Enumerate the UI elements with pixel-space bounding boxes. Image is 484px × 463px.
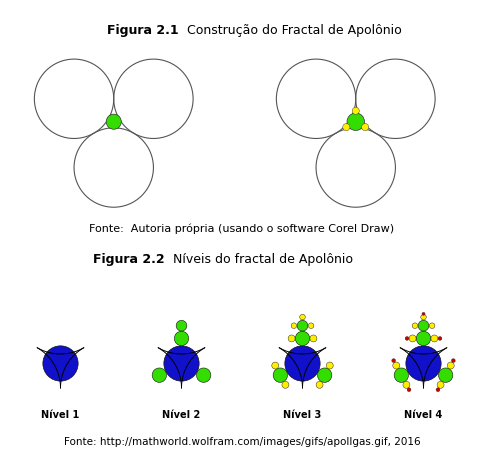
Circle shape bbox=[422, 313, 425, 315]
Circle shape bbox=[297, 320, 308, 331]
Text: Nível 4: Nível 4 bbox=[404, 410, 443, 420]
Circle shape bbox=[326, 362, 333, 369]
Circle shape bbox=[291, 323, 297, 328]
Circle shape bbox=[392, 359, 395, 363]
Text: Nível 3: Nível 3 bbox=[283, 410, 322, 420]
Circle shape bbox=[310, 335, 317, 342]
Text: Fonte:  Autoria própria (usando o software Corel Draw): Fonte: Autoria própria (usando o softwar… bbox=[90, 224, 394, 234]
Text: Nível 2: Nível 2 bbox=[162, 410, 201, 420]
Circle shape bbox=[403, 382, 410, 388]
Circle shape bbox=[282, 382, 289, 388]
Circle shape bbox=[437, 382, 444, 388]
Circle shape bbox=[318, 368, 332, 382]
Text: Figura 2.2: Figura 2.2 bbox=[93, 253, 165, 266]
Circle shape bbox=[272, 362, 279, 369]
Circle shape bbox=[288, 335, 295, 342]
Circle shape bbox=[393, 362, 400, 369]
Circle shape bbox=[452, 359, 455, 363]
Circle shape bbox=[439, 368, 453, 382]
Circle shape bbox=[429, 323, 435, 328]
Circle shape bbox=[316, 382, 323, 388]
Circle shape bbox=[164, 346, 199, 381]
Circle shape bbox=[394, 368, 408, 382]
Text: Níveis do fractal de Apolônio: Níveis do fractal de Apolônio bbox=[165, 253, 352, 266]
Circle shape bbox=[174, 331, 189, 345]
Circle shape bbox=[43, 346, 78, 381]
Circle shape bbox=[106, 114, 121, 129]
Text: Nível 1: Nível 1 bbox=[41, 410, 80, 420]
Text: Fonte: http://mathworld.wolfram.com/images/gifs/apollgas.gif, 2016: Fonte: http://mathworld.wolfram.com/imag… bbox=[64, 437, 420, 447]
Circle shape bbox=[352, 107, 359, 114]
Circle shape bbox=[407, 388, 411, 392]
Text: Figura 2.1: Figura 2.1 bbox=[107, 24, 179, 37]
Circle shape bbox=[405, 337, 409, 340]
Circle shape bbox=[308, 323, 314, 328]
Circle shape bbox=[362, 124, 369, 131]
Circle shape bbox=[343, 124, 350, 131]
Circle shape bbox=[152, 368, 166, 382]
Circle shape bbox=[285, 346, 320, 381]
Circle shape bbox=[447, 362, 454, 369]
Circle shape bbox=[406, 346, 441, 381]
Circle shape bbox=[300, 314, 305, 320]
Circle shape bbox=[347, 113, 364, 131]
Circle shape bbox=[176, 320, 187, 331]
Text: Construção do Fractal de Apolônio: Construção do Fractal de Apolônio bbox=[179, 24, 402, 37]
Circle shape bbox=[436, 388, 440, 392]
Circle shape bbox=[273, 368, 287, 382]
Circle shape bbox=[416, 331, 431, 345]
Circle shape bbox=[421, 314, 426, 320]
Circle shape bbox=[438, 337, 442, 340]
Circle shape bbox=[431, 335, 438, 342]
Circle shape bbox=[295, 331, 310, 345]
Circle shape bbox=[197, 368, 211, 382]
Circle shape bbox=[418, 320, 429, 331]
Circle shape bbox=[412, 323, 418, 328]
Circle shape bbox=[409, 335, 416, 342]
